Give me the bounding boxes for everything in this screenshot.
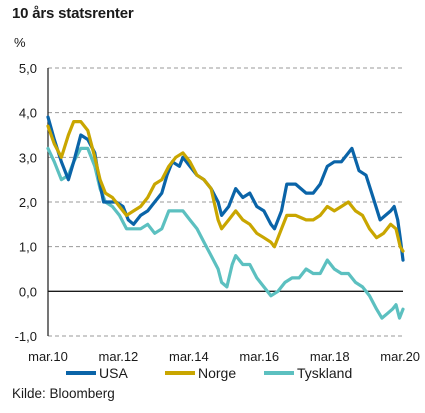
x-tick-label: mar.12	[99, 349, 139, 364]
source-note: Kilde: Bloomberg	[12, 386, 115, 401]
legend: USA Norge Tyskland	[66, 365, 352, 381]
legend-item-tyskland: Tyskland	[264, 365, 352, 381]
legend-label: USA	[99, 365, 128, 381]
y-tick-label: 2,0	[19, 195, 37, 210]
legend-item-norge: Norge	[165, 365, 236, 381]
x-tick-label: mar.14	[169, 349, 209, 364]
x-tick-label: mar.18	[310, 349, 350, 364]
y-tick-label: 5,0	[19, 61, 37, 76]
y-tick-label: 3,0	[19, 150, 37, 165]
y-tick-label: 4,0	[19, 106, 37, 121]
series-line-norge	[46, 120, 405, 253]
x-tick-label: mar.20	[380, 349, 420, 364]
x-tick-label: mar.16	[239, 349, 279, 364]
chart-title: 10 års statsrenter	[12, 5, 134, 22]
legend-item-usa: USA	[66, 365, 128, 381]
series-line-tyskland	[46, 146, 405, 320]
series-line-usa	[46, 115, 405, 262]
x-tick-labels: mar.10 mar.12 mar.14 mar.16 mar.18 mar.20	[28, 349, 420, 364]
y-tick-label: 1,0	[19, 240, 37, 255]
legend-label: Norge	[198, 365, 236, 381]
y-axis-unit-label: %	[14, 35, 26, 50]
y-tick-label: -1,0	[15, 329, 37, 344]
y-tick-labels: 5,0 4,0 3,0 2,0 1,0 0,0 -1,0	[15, 61, 37, 344]
y-tick-label: 0,0	[19, 284, 37, 299]
x-tick-label: mar.10	[28, 349, 68, 364]
legend-label: Tyskland	[297, 365, 352, 381]
series-lines	[46, 115, 405, 320]
